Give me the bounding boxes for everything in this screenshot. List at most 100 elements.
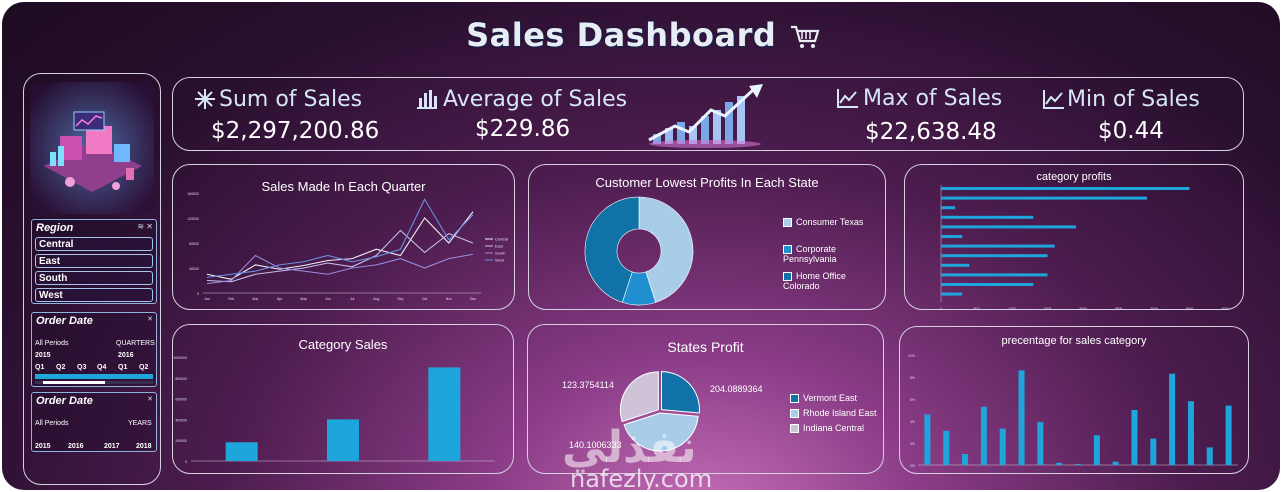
tick-label: 800000 [175, 377, 187, 381]
bar [941, 292, 963, 296]
clear-filter-icon[interactable]: ✕ [147, 316, 153, 323]
bar-chart-icon [417, 90, 437, 109]
bar [941, 206, 956, 210]
average-of-sales-label: Average of Sales [443, 87, 628, 112]
lowest-profits-chart-panel: Customer Lowest Profits In Each State Co… [528, 164, 886, 310]
growth-arrow-image [648, 84, 763, 148]
tick-label: 3000 [1150, 307, 1158, 311]
tick-label: Oct [422, 297, 427, 301]
legend-swatch [790, 394, 799, 404]
tick-label: Jan [204, 297, 210, 301]
timeline-quarter[interactable]: Q3 [77, 364, 87, 371]
timeline-year[interactable]: 2016 [68, 443, 84, 450]
tick-label: 1500 [1044, 307, 1052, 311]
max-of-sales-label: Max of Sales [863, 86, 1003, 111]
bar [1225, 405, 1232, 465]
bar [941, 283, 1034, 286]
tick-label: Mar [252, 297, 259, 301]
time-level-dropdown[interactable]: QUARTERS [116, 340, 155, 347]
bar [980, 406, 987, 465]
tick-label: 2% [910, 442, 915, 446]
legend-item: Rhode Island East [790, 408, 877, 419]
bar [943, 430, 950, 465]
tick-label: 200000 [175, 439, 187, 443]
all-periods-label: All Periods [35, 420, 69, 427]
bar [941, 215, 1034, 219]
all-periods-label: All Periods [35, 340, 69, 347]
max-of-sales-value: $22,638.48 [865, 119, 997, 145]
category-sales-bar-chart: 0 200000 400000 600000 800000 1000000 [173, 356, 495, 464]
timeline-year[interactable]: 2017 [104, 443, 120, 450]
legend-item: Home Office Colorado [783, 271, 846, 292]
category-sales-chart-panel: Category Sales 0 200000 400000 600000 800000… [172, 324, 514, 474]
pie-slice [660, 371, 700, 414]
tick-label: 0 [185, 460, 187, 464]
line-chart-icon [1043, 90, 1064, 109]
timeline-title: Order Date [36, 315, 93, 327]
region-item-south[interactable]: South [35, 271, 153, 285]
watermark-logo: نفذلي [562, 422, 697, 473]
legend-label: South [495, 251, 505, 256]
legend-item: Vermont East [790, 393, 857, 404]
bar [1018, 370, 1025, 465]
tick-label: 2500 [1115, 307, 1123, 311]
time-level-dropdown[interactable]: YEARS [128, 420, 152, 427]
legend-label: Central [495, 237, 508, 242]
tick-label: 0 [197, 292, 199, 296]
tick-label: 1000 [1008, 307, 1016, 311]
tick-label: 500 [974, 307, 980, 311]
tick-label: 80000 [189, 242, 199, 246]
timeline-scrollbar[interactable] [35, 381, 153, 384]
tick-label: 40000 [189, 267, 199, 271]
timeline-quarter[interactable]: Q2 [139, 364, 149, 371]
bar [941, 235, 963, 238]
shopping-cart-icon [790, 25, 820, 48]
bar [1150, 438, 1157, 465]
average-of-sales-value: $229.86 [475, 116, 571, 142]
timeline-quarter[interactable]: Q1 [35, 364, 45, 371]
tick-label: 1000000 [173, 356, 187, 360]
bar [999, 428, 1006, 465]
timeline-year[interactable]: 2015 [35, 443, 51, 450]
tick-label: Jun [325, 297, 331, 301]
series-line [206, 198, 474, 278]
sales-percentage-chart-panel: precentage for sales category 0% 2% 4% 6% 8%… [899, 326, 1249, 474]
legend-swatch [790, 409, 799, 419]
legend-label: East [495, 244, 504, 249]
tick-label: 120000 [187, 217, 199, 221]
legend-swatch [790, 424, 799, 434]
region-item-west[interactable]: West [35, 288, 153, 302]
bar [941, 244, 1055, 248]
bar [941, 225, 1076, 229]
region-item-east[interactable]: East [35, 254, 153, 268]
bar [1056, 462, 1063, 465]
chart-title: States Profit [667, 339, 744, 355]
slicer-panel: Region ≋ ✕ Central East South West Order… [23, 73, 161, 485]
legend-swatch [783, 272, 792, 282]
timeline-quarter[interactable]: Q1 [118, 364, 128, 371]
clear-filter-icon[interactable]: ≋ ✕ [137, 222, 153, 231]
bar [941, 187, 1190, 190]
data-label: 123.3754114 [562, 380, 614, 390]
category-profits-bar-chart: 0 500 1000 1500 2000 2500 3000 3500 4000 [940, 185, 1229, 311]
timeline-bar[interactable] [35, 374, 153, 379]
tick-label: Jul [350, 297, 355, 301]
tick-label: Nov [446, 297, 452, 301]
min-of-sales-value: $0.44 [1098, 118, 1164, 144]
timeline-year[interactable]: 2018 [136, 443, 152, 450]
pie-slice [619, 371, 659, 423]
timeline-quarter[interactable]: Q4 [97, 364, 107, 371]
store-illustration-image [30, 82, 154, 214]
bar [941, 254, 1048, 258]
bar [1075, 463, 1081, 465]
tick-label: 600000 [175, 398, 187, 402]
pie-slice [623, 412, 699, 452]
bar [941, 196, 1147, 200]
timeline-quarter[interactable]: Q2 [56, 364, 66, 371]
tick-label: 4000 [1221, 307, 1229, 311]
clear-filter-icon[interactable]: ✕ [147, 396, 153, 403]
asterisk-icon [195, 89, 215, 109]
order-date-quarters-timeline: Order Date ✕ All Periods QUARTERS 2015 2… [31, 312, 157, 387]
bar [1093, 435, 1100, 465]
region-item-central[interactable]: Central [35, 237, 153, 251]
